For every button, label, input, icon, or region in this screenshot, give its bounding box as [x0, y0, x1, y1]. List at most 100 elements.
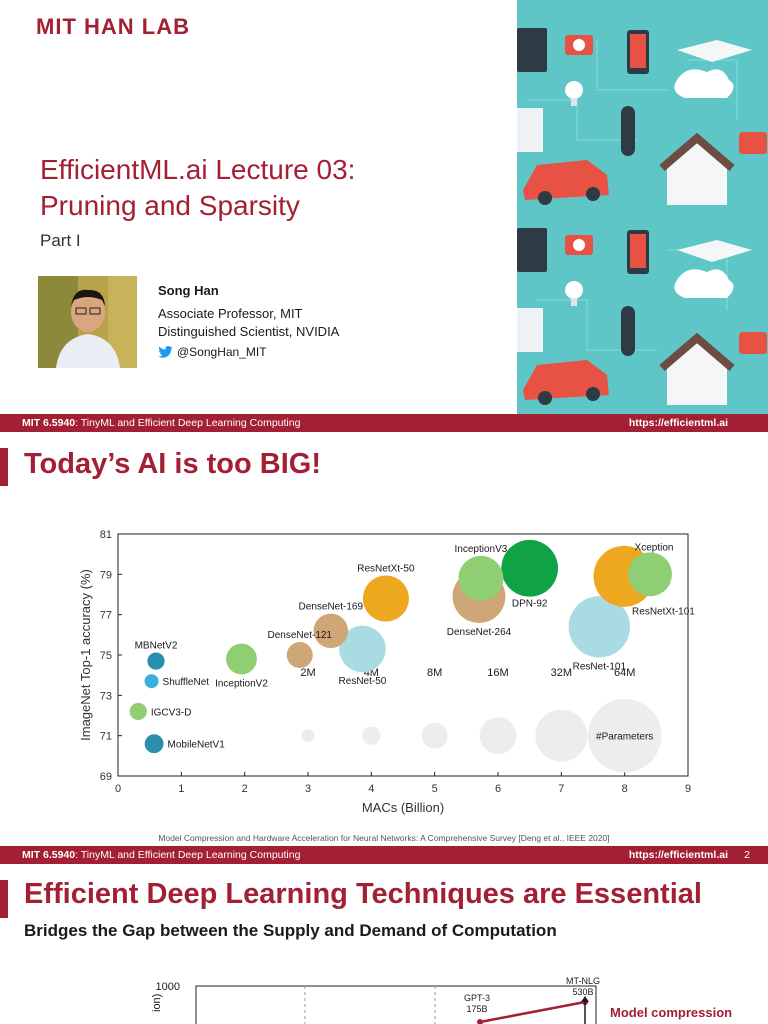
footer-course-code: MIT 6.5940	[22, 417, 76, 429]
x-tick-label: 5	[432, 783, 438, 795]
mt-nlg-value: 530B	[572, 987, 593, 997]
x-tick-label: 2	[242, 783, 248, 795]
bubble	[144, 674, 159, 689]
gpt3-value: 175B	[466, 1004, 487, 1014]
y-tick-label: 69	[100, 771, 112, 783]
compute-demand-chart: 1000 ion) GPT-3 175B MT-NLG 530B Model c…	[151, 976, 732, 1024]
x-tick-label: 7	[558, 783, 564, 795]
author-photo	[38, 276, 137, 368]
bubble-label: MBNetV2	[135, 640, 178, 651]
y-tick-label: 71	[100, 731, 112, 743]
plot-frame	[195, 985, 597, 1024]
lecture-subtitle: Part I	[40, 231, 81, 250]
mit-han-lab-logo: MIT HAN LAB	[36, 14, 190, 39]
x-tick-label: 0	[115, 783, 121, 795]
gpt3-label: GPT-3	[464, 993, 490, 1003]
bubble	[129, 702, 147, 721]
iot-tile-top	[517, 28, 767, 205]
slide2-title-accent	[0, 448, 8, 486]
bubble	[458, 555, 504, 601]
lecture-title: EfficientML.ai Lecture 03: Pruning and S…	[40, 152, 355, 224]
size-legend-bubble	[301, 729, 315, 743]
bubble	[147, 652, 165, 670]
bubble-label: DenseNet-264	[447, 627, 512, 638]
mt-nlg-label: MT-NLG	[566, 976, 600, 986]
bubble-label: DPN-92	[512, 599, 548, 610]
y-tick-label: 81	[100, 529, 112, 541]
size-legend-bubble	[587, 698, 662, 773]
bubble	[286, 641, 313, 669]
size-legend-label: 2M	[300, 667, 315, 679]
arrow-up-icon	[581, 996, 589, 1002]
bubble-label: DenseNet-169	[299, 602, 364, 613]
slide3-subtitle: Bridges the Gap between the Supply and D…	[24, 921, 557, 940]
slide2-citation: Model Compression and Hardware Accelerat…	[158, 833, 610, 843]
bubble	[339, 625, 386, 673]
author-name: Song Han	[158, 283, 219, 298]
x-tick-label: 9	[685, 783, 691, 795]
size-legend-bubble	[362, 726, 381, 745]
author-position-1: Associate Professor, MIT	[158, 306, 303, 321]
lecture-title-line2: Pruning and Sparsity	[40, 190, 300, 221]
twitter-handle-text: @SongHan_MIT	[177, 345, 267, 359]
bubble	[362, 575, 409, 622]
bubble-label: ResNet-50	[339, 676, 387, 687]
size-legend-label: 64M	[614, 667, 635, 679]
bubble	[501, 539, 559, 597]
bubble	[568, 596, 631, 658]
bubble-label: ResNetXt-50	[357, 564, 415, 575]
footer-course-name: : TinyML and Efficient Deep Learning Com…	[75, 849, 301, 861]
y-tick-label: 77	[100, 610, 112, 622]
compute-demand-line	[479, 1000, 586, 1024]
size-legend-label: 32M	[551, 667, 572, 679]
y-tick-label: 79	[100, 569, 112, 581]
x-tick-label: 1	[178, 783, 184, 795]
model-compression-label: Model compression	[610, 1005, 732, 1020]
x-tick-label: 4	[368, 783, 374, 795]
footer-url[interactable]: https://efficientml.ai	[628, 849, 728, 861]
iot-tile-bottom	[517, 228, 767, 405]
x-tick-label: 3	[305, 783, 311, 795]
bubble-label: InceptionV2	[215, 678, 268, 689]
y-axis-label-partial: ion)	[151, 994, 163, 1012]
bubble-label: DenseNet-121	[268, 630, 333, 641]
x-tick-label: 6	[495, 783, 501, 795]
footer-url[interactable]: https://efficientml.ai	[628, 417, 728, 429]
footer-course-code: MIT 6.5940	[22, 849, 76, 861]
bubble	[313, 613, 349, 649]
size-legend-bubble	[479, 717, 517, 755]
author-position-2: Distinguished Scientist, NVIDIA	[158, 324, 340, 339]
page-number: 2	[744, 849, 750, 861]
x-axis-label: MACs (Billion)	[362, 800, 444, 815]
bubble	[226, 643, 257, 675]
accuracy-vs-macs-chart: 0 1 2 3 4 5 6 7 8 9 69 71 73 75 77 79 81 MACs (Billion) Im…	[78, 529, 695, 815]
y-tick-label: 73	[100, 690, 112, 702]
twitter-icon	[158, 346, 173, 358]
size-legend-bubble	[535, 709, 588, 762]
lecture-title-line1: EfficientML.ai Lecture 03:	[40, 154, 356, 185]
bubble	[144, 734, 164, 754]
iot-illustration	[517, 0, 768, 414]
slide3-title-accent	[0, 880, 8, 918]
size-legend-bubble	[421, 722, 448, 749]
bubble-label: ShuffleNet	[163, 677, 210, 688]
twitter-handle[interactable]: @SongHan_MIT	[158, 345, 267, 359]
bubble-label: ResNet-101	[573, 661, 627, 672]
bubble-label: IGCV3-D	[151, 707, 192, 718]
size-legend-title: #Parameters	[596, 732, 653, 743]
footer-course-name: : TinyML and Efficient Deep Learning Com…	[75, 417, 301, 429]
slide2-footer: MIT 6.5940: TinyML and Efficient Deep Le…	[0, 846, 768, 864]
size-legend-label: 8M	[427, 667, 442, 679]
bubble-label: Xception	[635, 542, 674, 553]
bubble-label: InceptionV3	[454, 544, 507, 555]
bubble-label: MobileNetV1	[168, 740, 226, 751]
ytick-1000: 1000	[156, 981, 180, 993]
bubble	[628, 552, 672, 597]
slide2-title: Today’s AI is too BIG!	[24, 448, 321, 480]
point-gpt3	[477, 1019, 483, 1024]
y-axis-label: ImageNet Top-1 accuracy (%)	[78, 569, 93, 741]
y-tick-label: 75	[100, 650, 112, 662]
slide1-footer: MIT 6.5940: TinyML and Efficient Deep Le…	[0, 414, 768, 432]
x-tick-label: 8	[622, 783, 628, 795]
slide3-title: Efficient Deep Learning Techniques are E…	[24, 878, 702, 910]
